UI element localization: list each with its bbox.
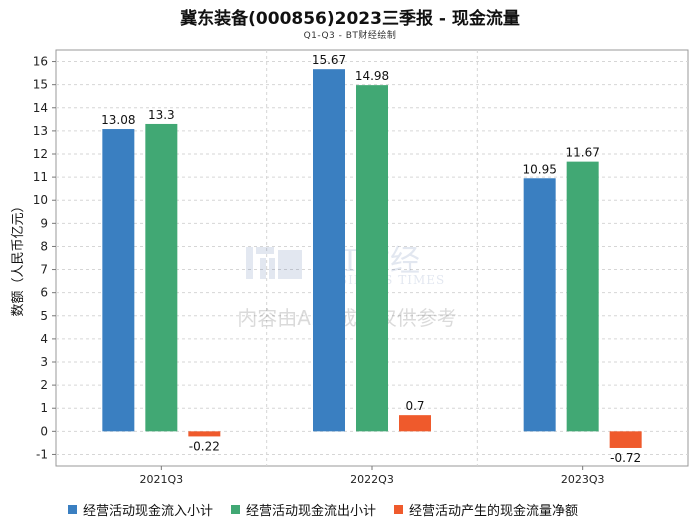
x-tick-label: 2022Q3 (350, 473, 394, 486)
data-label: -0.22 (189, 439, 220, 453)
y-tick-label: 1 (40, 401, 48, 415)
y-tick-label: 2 (40, 378, 48, 392)
chart-title: 冀东装备(000856)2023三季报 - 现金流量 (180, 9, 520, 29)
data-label: 14.98 (355, 69, 389, 83)
y-tick-label: 14 (33, 101, 48, 115)
y-tick-label: 7 (40, 263, 48, 277)
data-labels: 13.08 13.3 -0.22 15.67 14.98 0.7 10.95 11.67 -0.… (101, 53, 641, 465)
legend-item-net: 经营活动产生的现金流量净额 (394, 500, 578, 519)
bar (609, 431, 642, 448)
bar (356, 85, 388, 432)
watermark-logo-mark-2 (256, 247, 274, 254)
y-tick-label: 4 (40, 332, 48, 346)
y-tick-label: 12 (33, 147, 48, 161)
legend-swatch-outflow (231, 505, 241, 514)
legend-swatch-inflow (68, 505, 77, 514)
legend-label-net: 经营活动产生的现金流量净额 (409, 504, 579, 519)
y-tick-label: 16 (33, 55, 48, 69)
legend-label-outflow: 经营活动现金流出小计 (246, 504, 377, 519)
y-tick-label: 15 (33, 78, 48, 92)
legend: 经营活动现金流入小计 经营活动现金流出小计 经营活动产生的现金流量净额 (68, 500, 578, 519)
x-tick-label: 2023Q3 (561, 473, 605, 486)
x-tick-label: 2021Q3 (140, 473, 184, 486)
axes: -1012345678910111213141516数额（人民币亿元）2021Q… (11, 55, 604, 486)
bar (399, 415, 431, 432)
legend-item-inflow: 经营活动现金流入小计 (68, 500, 213, 519)
bar (145, 123, 178, 432)
y-tick-label: 11 (33, 170, 48, 184)
y-tick-label: 0 (40, 424, 48, 438)
y-tick-label: 6 (40, 286, 48, 300)
y-tick-label: 8 (40, 239, 48, 253)
data-label: -0.72 (610, 451, 641, 465)
data-label: 13.08 (101, 113, 135, 127)
watermark-logo-mark-1 (246, 247, 253, 279)
data-label: 10.95 (522, 162, 556, 176)
y-tick-label: 10 (33, 193, 48, 207)
y-tick-label: 13 (33, 124, 48, 138)
watermark-text: 内容由AI生成，仅供参考 (237, 306, 457, 330)
bars (102, 69, 642, 448)
data-label: 0.7 (405, 399, 424, 413)
y-tick-label: -1 (36, 447, 48, 461)
watermark-logo-mark-4 (269, 258, 275, 279)
chart-subtitle: Q1-Q3 - BT财经绘制 (303, 31, 397, 41)
y-tick-label: 3 (40, 355, 48, 369)
bar (566, 161, 599, 432)
watermark: BT财经 BUSINESS TIMES (246, 244, 444, 287)
watermark-logo-mark-5 (278, 250, 302, 279)
data-label: 13.3 (148, 108, 175, 122)
data-label: 11.67 (565, 146, 599, 160)
y-axis-label: 数额（人民币亿元） (11, 199, 26, 316)
bar (523, 178, 556, 432)
y-tick-label: 9 (40, 216, 48, 230)
data-label: 15.67 (312, 53, 346, 67)
watermark-logo-mark-3 (260, 258, 266, 279)
bar (188, 431, 221, 437)
bar (102, 129, 135, 432)
legend-label-inflow: 经营活动现金流入小计 (83, 504, 214, 519)
legend-swatch-net (394, 505, 404, 514)
bar (313, 69, 345, 432)
y-tick-label: 5 (40, 309, 48, 323)
legend-item-outflow: 经营活动现金流出小计 (231, 500, 376, 519)
